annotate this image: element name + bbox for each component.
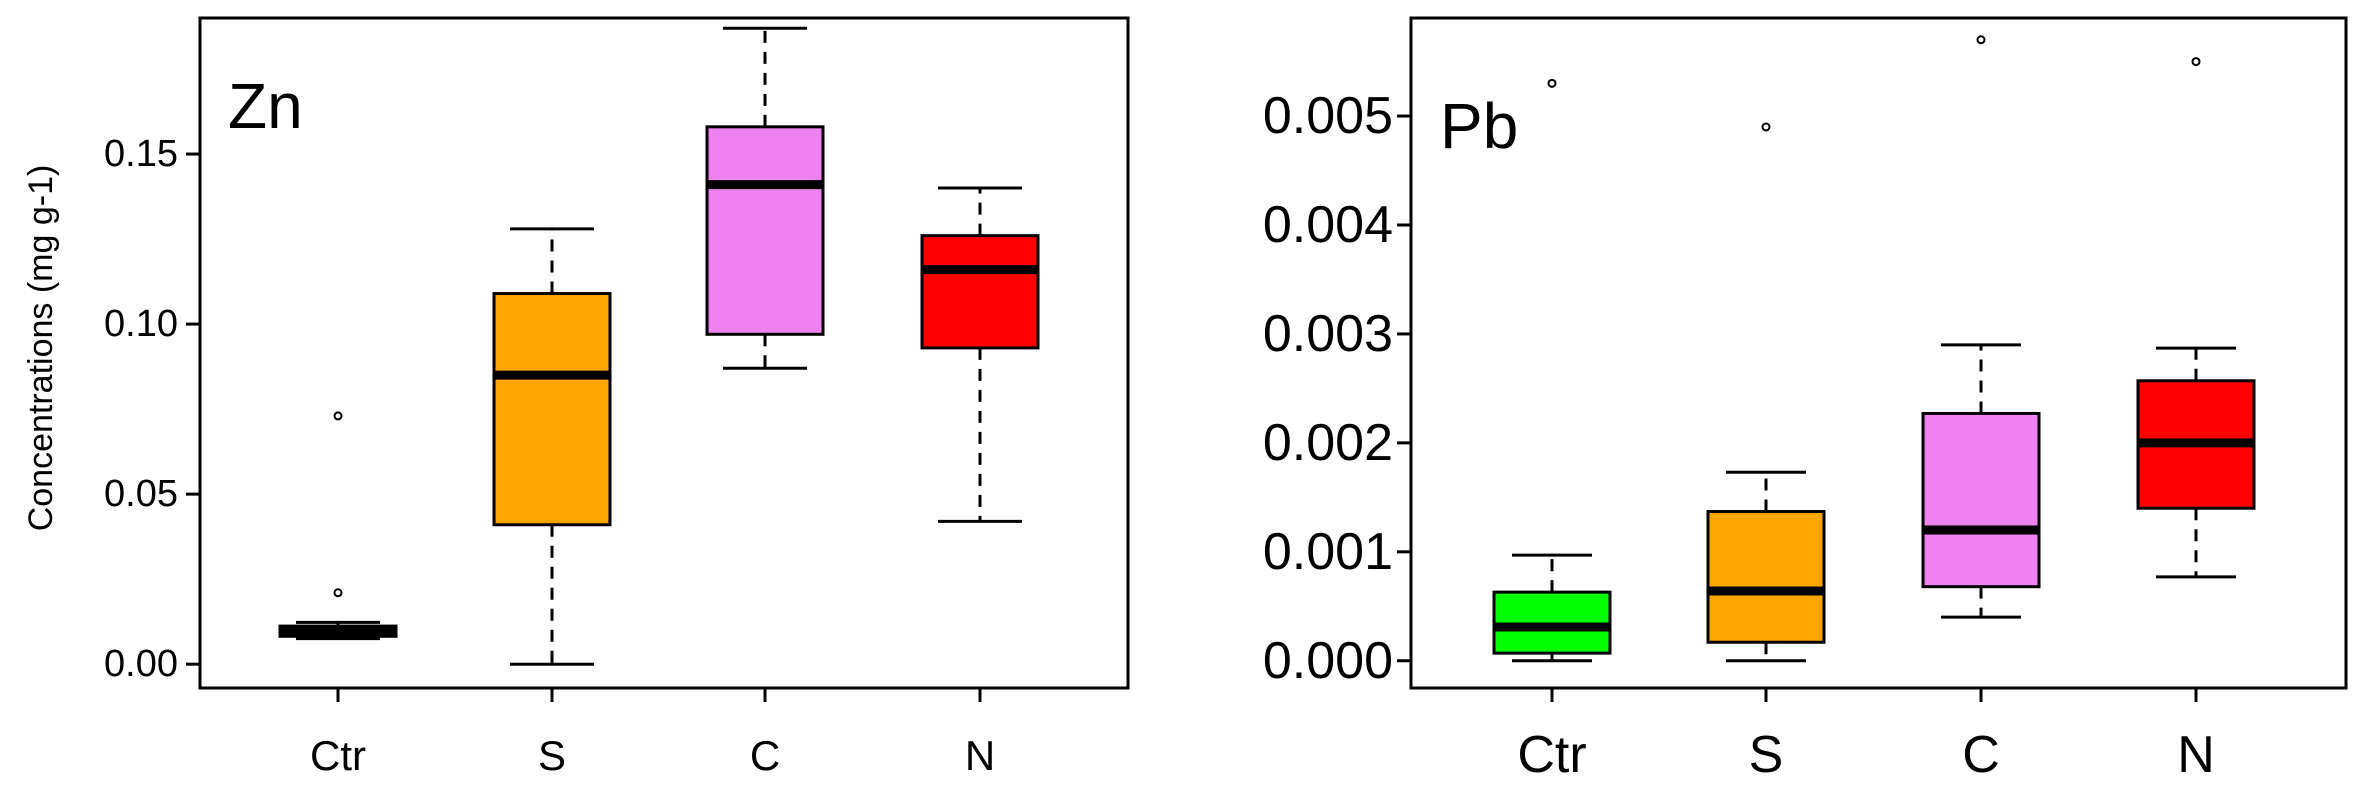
zn-x-tick-label: Ctr [310,732,366,779]
pb-panel-title: Pb [1440,90,1518,162]
outlier-point [333,588,343,598]
zn-y-tick-label: 0.10 [104,303,178,345]
zn-box-c [705,26,825,370]
zn-box-ctr [278,411,398,641]
pb-x-tick-label: S [1749,726,1784,784]
zn-y-tick-label: 0.00 [104,643,178,685]
pb-y-tick-label: 0.005 [1263,87,1393,145]
pb-y-tick-label: 0.000 [1263,632,1393,690]
pb-panel: Pb 0.000 0.001 0.002 0.003 0.004 0.005 Ctr S C N [1263,16,2348,784]
zn-y-axis-label: Concentrations (mg g-1) [22,165,60,532]
pb-x-tick-label: N [2177,726,2215,784]
zn-x-tick-label: N [965,732,995,779]
iqr-box [1921,411,2041,589]
zn-y-tick-label: 0.05 [104,473,178,515]
outlier-point [2191,57,2201,67]
pb-box-n [2136,57,2256,579]
zn-y-tick-label: 0.15 [104,133,178,175]
pb-y-tick-label: 0.002 [1263,414,1393,472]
outlier-point [1976,35,1986,45]
pb-x-tick-label: Ctr [1517,726,1586,784]
zn-panel-title: Zn [228,70,303,142]
pb-x-tick-label: C [1962,726,2000,784]
iqr-box [920,234,1040,350]
pb-box-c [1921,35,2041,619]
outlier-point [1761,122,1771,132]
outlier-point [333,411,343,421]
pb-y-tick-label: 0.004 [1263,196,1393,254]
outlier-point [1547,78,1557,88]
zn-plot-frame [198,16,1130,690]
zn-x-tick-label: S [538,732,566,779]
iqr-box [1706,510,1826,644]
zn-panel: Zn Concentrations (mg g-1) 0.00 0.05 0.10 0… [22,16,1130,779]
zn-x-tick-label: C [750,732,780,779]
pb-y-tick-label: 0.003 [1263,305,1393,363]
pb-box-s [1706,122,1826,663]
iqr-box [705,125,825,336]
pb-y-tick-label: 0.001 [1263,523,1393,581]
zn-box-n [920,186,1040,523]
iqr-box [492,291,612,527]
zn-box-s [492,227,612,666]
pb-plot-frame [1409,16,2348,690]
pb-box-ctr [1492,78,1612,663]
